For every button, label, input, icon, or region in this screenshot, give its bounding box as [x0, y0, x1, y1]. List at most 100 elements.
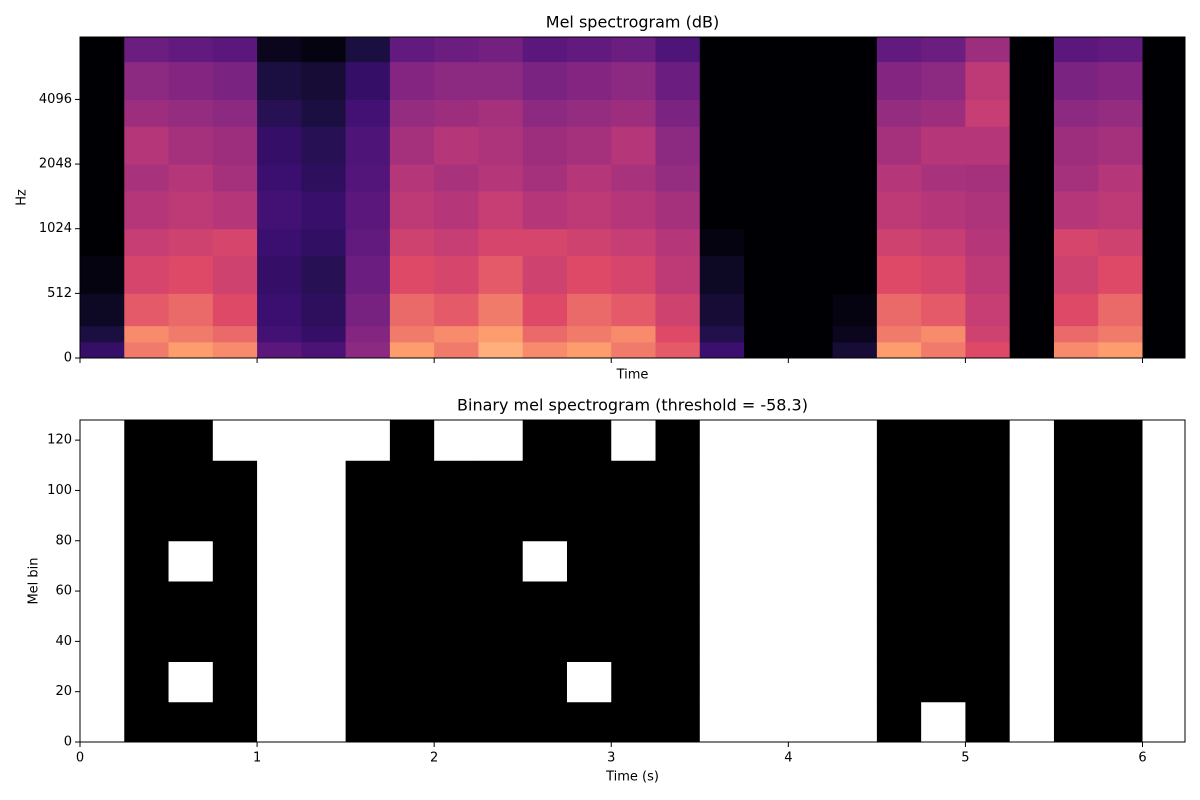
heatmap-cell: [1142, 540, 1186, 582]
heatmap-cell: [478, 661, 524, 703]
heatmap-cell: [80, 661, 125, 703]
heatmap-cell: [1053, 621, 1099, 662]
heatmap-cell: [124, 540, 170, 582]
heatmap-cell: [788, 164, 834, 192]
heatmap-cell: [522, 500, 568, 542]
heatmap-cell: [655, 500, 701, 542]
heatmap-cell: [389, 228, 435, 257]
heatmap-cell: [788, 255, 834, 294]
heatmap-cell: [921, 190, 966, 230]
heatmap-cell: [788, 126, 834, 165]
heatmap-cell: [655, 61, 701, 100]
heatmap-cell: [434, 293, 479, 327]
heatmap-cell: [124, 701, 170, 743]
heatmap-cell: [611, 420, 657, 461]
y-tick-label: 80: [55, 533, 72, 548]
heatmap-cell: [1142, 99, 1186, 127]
heatmap-cell: [1098, 293, 1143, 327]
heatmap-cell: [80, 99, 125, 127]
y-axis-label: Hz: [15, 189, 30, 206]
heatmap-cell: [832, 325, 878, 343]
heatmap-cell: [168, 540, 214, 582]
heatmap-cell: [1142, 293, 1186, 327]
heatmap-cell: [1142, 61, 1186, 100]
heatmap-cell: [699, 341, 745, 359]
heatmap-cell: [522, 255, 568, 294]
heatmap-cell: [478, 325, 524, 343]
heatmap-cell: [301, 460, 347, 501]
heatmap-cell: [655, 581, 701, 622]
heatmap-cell: [478, 540, 524, 582]
heatmap-cell: [522, 661, 568, 703]
heatmap-cell: [257, 293, 302, 327]
y-tick-label: 100: [47, 483, 72, 498]
x-tick-label: 2: [430, 751, 438, 766]
heatmap-cell: [124, 341, 170, 359]
heatmap-cell: [788, 228, 834, 257]
heatmap-cell: [1142, 460, 1186, 501]
heatmap-cell: [1098, 341, 1143, 359]
heatmap-cell: [389, 581, 435, 622]
heatmap-cell: [655, 37, 701, 63]
heatmap-cell: [80, 581, 125, 622]
heatmap-cell: [257, 341, 302, 359]
heatmap-cell: [566, 341, 612, 359]
heatmap-cell: [389, 325, 435, 343]
heatmap-cell: [124, 99, 170, 127]
heatmap-cell: [566, 228, 612, 257]
heatmap-cell: [212, 540, 258, 582]
heatmap-cell: [1142, 255, 1186, 294]
heatmap-cell: [611, 500, 657, 542]
heatmap-cell: [876, 341, 922, 359]
x-tick-label: 4: [784, 751, 792, 766]
heatmap-cell: [478, 341, 524, 359]
heatmap-cell: [389, 540, 435, 582]
heatmap-cell: [1053, 255, 1099, 294]
heatmap-cell: [876, 164, 922, 192]
heatmap-cell: [1053, 581, 1099, 622]
heatmap-cell: [965, 61, 1011, 100]
heatmap-cell: [1142, 661, 1186, 703]
heatmap-cell: [566, 99, 612, 127]
heatmap-cell: [124, 228, 170, 257]
heatmap-cell: [257, 255, 302, 294]
heatmap-cell: [257, 164, 302, 192]
heatmap-cell: [168, 164, 214, 192]
heatmap-cell: [389, 460, 435, 501]
heatmap-cell: [1142, 190, 1186, 230]
heatmap-cell: [212, 621, 258, 662]
heatmap-cell: [744, 460, 789, 501]
heatmap-cell: [1053, 61, 1099, 100]
heatmap-cell: [345, 164, 391, 192]
heatmap-cell: [566, 621, 612, 662]
heatmap-cell: [345, 126, 391, 165]
heatmap-cell: [345, 581, 391, 622]
heatmap-cell: [345, 228, 391, 257]
chart-title: Mel spectrogram (dB): [546, 13, 719, 32]
heatmap-cell: [566, 701, 612, 743]
heatmap-cell: [434, 61, 479, 100]
heatmap-cell: [611, 341, 657, 359]
heatmap-cell: [611, 293, 657, 327]
heatmap-cell: [257, 621, 302, 662]
heatmap-cell: [876, 255, 922, 294]
heatmap-cell: [1053, 325, 1099, 343]
heatmap-cell: [345, 341, 391, 359]
heatmap-cell: [611, 621, 657, 662]
heatmap-cell: [301, 420, 347, 461]
heatmap-cell: [832, 255, 878, 294]
heatmap-cell: [744, 255, 789, 294]
heatmap-cell: [611, 228, 657, 257]
heatmap-cell: [965, 341, 1011, 359]
heatmap-cell: [478, 228, 524, 257]
heatmap-cell: [478, 61, 524, 100]
heatmap-cell: [345, 37, 391, 63]
heatmap-cell: [80, 420, 125, 461]
heatmap-cell: [699, 540, 745, 582]
heatmap-cell: [611, 325, 657, 343]
heatmap-cell: [1098, 460, 1143, 501]
heatmap-cell: [876, 99, 922, 127]
heatmap-cell: [832, 460, 878, 501]
heatmap-cell: [257, 61, 302, 100]
heatmap-cell: [611, 164, 657, 192]
